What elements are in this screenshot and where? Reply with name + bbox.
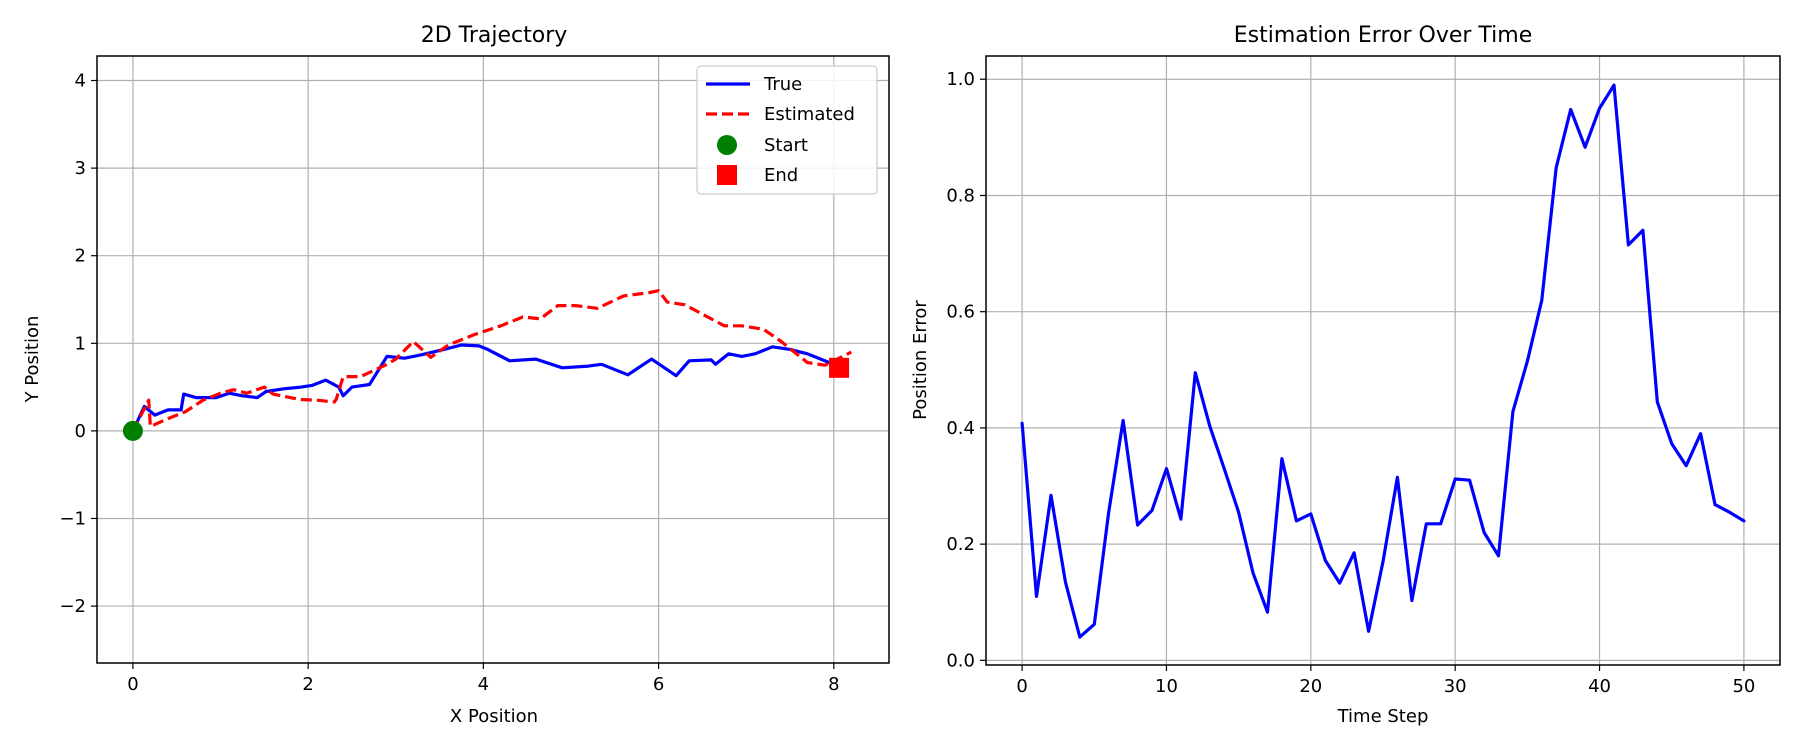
trajectory-ylabel: Y Position — [22, 316, 43, 404]
x-tick-label: 4 — [478, 674, 489, 695]
legend-frame — [696, 65, 878, 195]
x-tick-label: 50 — [1732, 676, 1755, 697]
error-series — [1020, 83, 1746, 639]
legend-start-label: Start — [764, 135, 808, 156]
y-tick-label: 2 — [75, 246, 86, 267]
y-tick-label: 3 — [75, 158, 86, 179]
end-marker — [829, 357, 850, 378]
y-tick-label: −1 — [59, 508, 86, 529]
y-tick-label: 0.4 — [946, 418, 975, 439]
estimated-series-line — [131, 289, 853, 432]
x-tick-label: 20 — [1299, 676, 1322, 697]
legend-true-label: True — [763, 74, 802, 95]
x-tick-label: 30 — [1444, 676, 1467, 697]
start-marker — [122, 420, 143, 441]
y-tick-label: −2 — [59, 596, 86, 617]
error-title: Estimation Error Over Time — [1234, 23, 1533, 48]
x-tick-label: 0 — [1016, 676, 1027, 697]
legend-start-marker — [717, 135, 737, 155]
error-grid — [986, 56, 1780, 665]
trajectory-title: 2D Trajectory — [421, 23, 568, 48]
x-tick-label: 0 — [127, 674, 138, 695]
x-tick-label: 6 — [653, 674, 664, 695]
error-ticks: 0 10 20 30 40 50 0.0 0.2 0.4 0.6 0.8 1.0 — [946, 69, 1755, 697]
y-tick-label: 1.0 — [946, 69, 975, 90]
y-tick-label: 0.8 — [946, 185, 975, 206]
y-tick-label: 0.0 — [946, 650, 975, 671]
error-panel: Estimation Error Over Time Time Step Pos… — [910, 23, 1781, 727]
y-tick-label: 0.6 — [946, 302, 975, 323]
y-tick-label: 1 — [75, 333, 86, 354]
legend-end-label: End — [764, 165, 798, 186]
error-series-line — [1020, 83, 1746, 639]
y-tick-label: 4 — [75, 71, 86, 92]
error-axes-frame — [985, 55, 1781, 666]
trajectory-axes-frame — [96, 55, 890, 664]
y-tick-label: 0.2 — [946, 534, 975, 555]
x-tick-label: 2 — [302, 674, 313, 695]
x-tick-label: 10 — [1155, 676, 1178, 697]
x-tick-label: 8 — [828, 674, 839, 695]
true-series-line — [131, 343, 845, 433]
trajectory-series — [122, 289, 853, 441]
trajectory-legend: True Estimated Start End — [696, 65, 878, 195]
legend-end-marker — [717, 165, 737, 185]
legend-estimated-label: Estimated — [764, 104, 855, 125]
x-tick-label: 40 — [1588, 676, 1611, 697]
y-tick-label: 0 — [75, 421, 86, 442]
error-ylabel: Position Error — [910, 300, 931, 420]
trajectory-xlabel: X Position — [450, 706, 538, 727]
error-xlabel: Time Step — [1337, 706, 1429, 727]
trajectory-ticks: 0 2 4 6 8 −2 −1 0 1 2 3 4 — [59, 71, 839, 695]
trajectory-panel: 2D Trajectory X Position Y Position 0 2 4 6… — [22, 23, 890, 727]
